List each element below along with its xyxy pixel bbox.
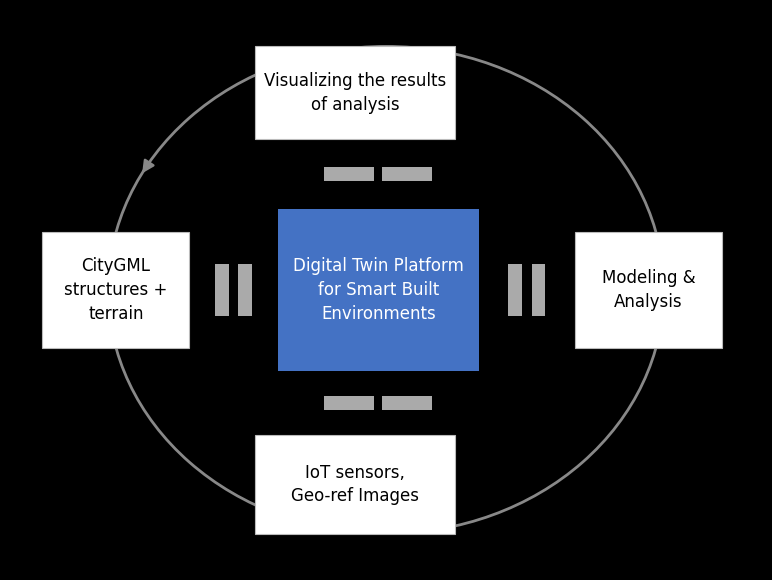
Text: CityGML
structures +
terrain: CityGML structures + terrain [64,258,168,322]
Text: Modeling &
Analysis: Modeling & Analysis [601,269,696,311]
Text: IoT sensors,
Geo-ref Images: IoT sensors, Geo-ref Images [291,463,419,505]
Bar [508,264,522,316]
Bar [382,167,432,181]
Bar [575,232,722,348]
Bar [238,264,252,316]
Text: Visualizing the results
of analysis: Visualizing the results of analysis [264,72,446,114]
Bar [278,209,479,371]
Text: Digital Twin Platform
for Smart Built
Environments: Digital Twin Platform for Smart Built En… [293,258,464,322]
Bar [324,396,374,411]
Bar [215,264,229,316]
Bar [532,264,545,316]
Bar [42,232,189,348]
Bar [324,167,374,181]
Bar [382,396,432,411]
Bar [255,46,455,139]
Bar [255,435,455,534]
